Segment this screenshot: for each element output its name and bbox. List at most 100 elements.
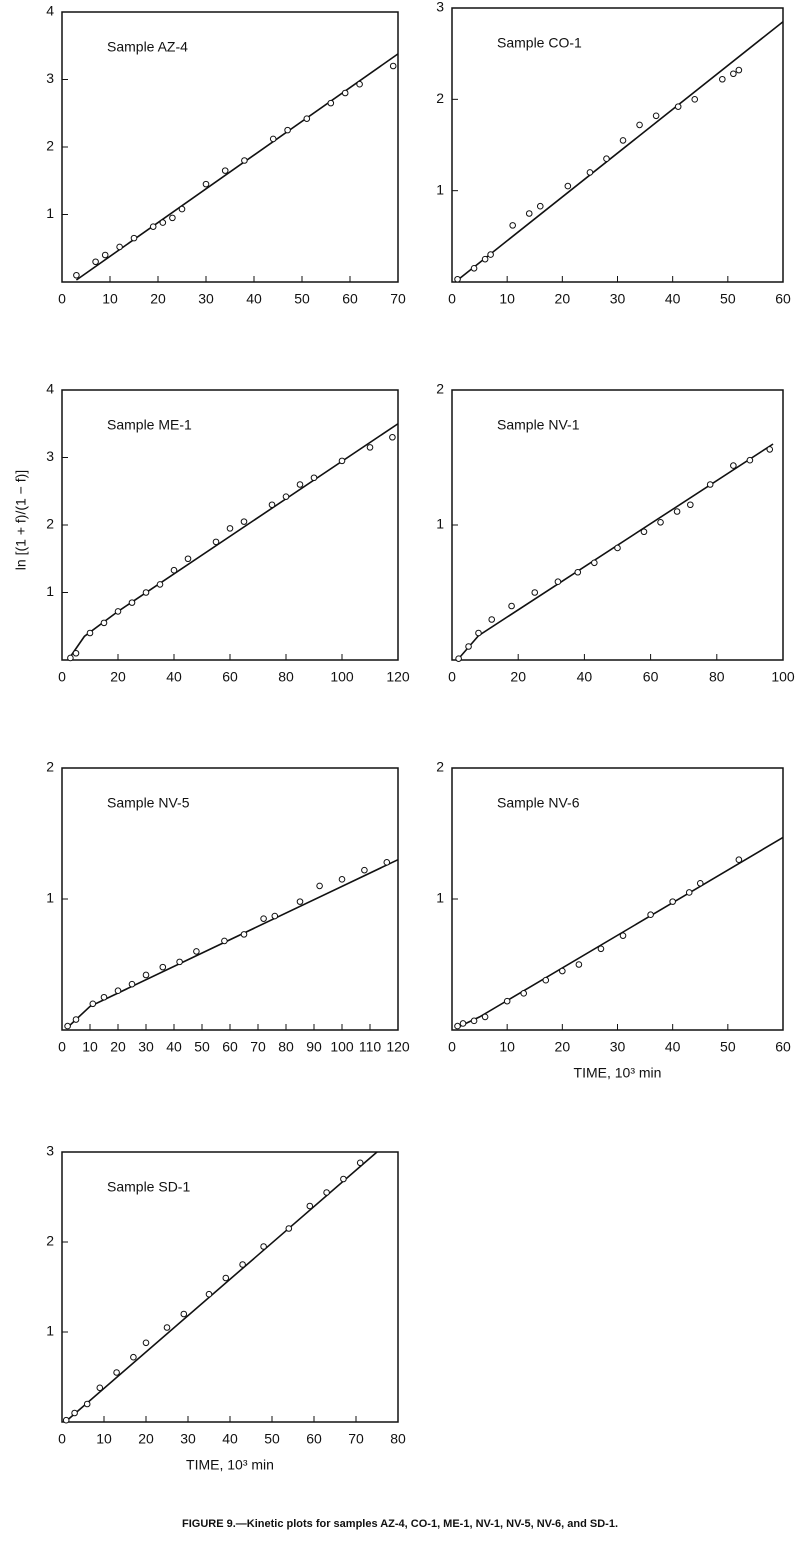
- data-point: [116, 243, 123, 251]
- x-tick-label: 120: [386, 1039, 410, 1055]
- x-tick-label: 60: [775, 1039, 791, 1055]
- fit-line: [69, 423, 399, 658]
- data-point: [614, 544, 621, 552]
- panel-title: Sample SD-1: [107, 1179, 190, 1195]
- y-tick-label: 3: [436, 0, 444, 15]
- fit-line: [65, 1151, 378, 1422]
- data-point: [64, 1022, 71, 1030]
- data-point: [730, 462, 737, 469]
- y-tick-label: 4: [46, 3, 54, 19]
- data-point: [455, 655, 462, 662]
- x-tick-label: 120: [386, 669, 410, 685]
- data-point: [282, 493, 290, 500]
- x-axis-label: TIME, 10³ min: [574, 1065, 662, 1081]
- data-point: [673, 508, 681, 515]
- x-tick-label: 20: [110, 669, 126, 685]
- data-point: [260, 915, 267, 922]
- data-point: [674, 103, 682, 110]
- panel-title: Sample NV-5: [107, 795, 190, 811]
- data-point: [128, 599, 136, 606]
- data-point: [564, 182, 572, 190]
- data-point: [685, 889, 693, 896]
- x-tick-label: 110: [359, 1039, 382, 1055]
- data-point: [202, 180, 210, 188]
- data-point: [180, 1310, 188, 1318]
- data-point: [149, 223, 157, 230]
- data-point: [142, 589, 150, 596]
- data-point: [169, 214, 176, 222]
- data-point: [542, 976, 550, 984]
- y-tick-label: 2: [436, 759, 444, 775]
- data-point: [619, 932, 627, 939]
- data-point: [226, 525, 234, 532]
- x-tick-label: 0: [448, 1039, 456, 1055]
- data-point: [487, 251, 494, 258]
- data-point: [559, 967, 566, 975]
- data-point: [296, 898, 304, 905]
- data-point: [536, 202, 544, 210]
- x-tick-label: 70: [390, 291, 406, 307]
- data-point: [184, 555, 192, 563]
- x-tick-label: 20: [150, 291, 166, 307]
- x-tick-label: 10: [82, 1039, 98, 1055]
- data-point: [306, 1202, 314, 1210]
- x-tick-label: 10: [499, 291, 515, 307]
- fit-line: [457, 21, 784, 281]
- x-tick-label: 60: [342, 291, 358, 307]
- data-point: [221, 937, 228, 945]
- data-point: [114, 608, 122, 615]
- x-tick-label: 20: [555, 291, 571, 307]
- data-point: [481, 1013, 489, 1021]
- x-tick-label: 40: [222, 1431, 238, 1447]
- data-point: [83, 1400, 91, 1408]
- data-point: [356, 80, 363, 88]
- data-point: [241, 157, 248, 164]
- x-tick-label: 20: [510, 669, 526, 685]
- data-point: [193, 948, 200, 955]
- data-point: [719, 75, 726, 83]
- y-tick-label: 4: [46, 381, 54, 397]
- x-tick-label: 30: [610, 291, 626, 307]
- x-tick-label: 40: [166, 1039, 182, 1055]
- data-point: [260, 1243, 267, 1250]
- data-point: [706, 481, 714, 488]
- x-tick-label: 40: [577, 669, 593, 685]
- panel-title: Sample ME-1: [107, 417, 192, 433]
- data-point: [72, 649, 80, 657]
- data-point: [72, 1016, 80, 1023]
- data-point: [176, 958, 183, 966]
- x-tick-label: 10: [499, 1039, 515, 1055]
- x-tick-label: 70: [348, 1431, 364, 1447]
- data-point: [520, 990, 528, 997]
- x-tick-label: 100: [330, 669, 354, 685]
- y-tick-label: 1: [46, 890, 54, 906]
- data-point: [746, 456, 754, 464]
- data-point: [239, 1261, 246, 1268]
- data-point: [159, 963, 167, 971]
- data-point: [205, 1290, 213, 1298]
- x-tick-label: 0: [58, 1431, 66, 1447]
- data-point: [531, 589, 539, 596]
- data-point: [356, 1159, 364, 1167]
- data-point: [647, 911, 654, 919]
- y-tick-label: 2: [46, 516, 54, 532]
- data-point: [163, 1324, 171, 1331]
- data-point: [691, 96, 699, 103]
- y-tick-label: 2: [46, 138, 54, 154]
- data-point: [113, 1369, 120, 1376]
- data-point: [100, 619, 108, 627]
- x-tick-label: 0: [58, 1039, 66, 1055]
- x-tick-label: 10: [102, 291, 118, 307]
- data-point: [310, 474, 318, 482]
- data-point: [669, 898, 676, 905]
- data-point: [465, 643, 472, 650]
- data-point: [730, 70, 737, 78]
- data-point: [89, 1000, 97, 1008]
- data-point: [586, 169, 594, 176]
- data-point: [574, 568, 582, 576]
- data-point: [240, 931, 248, 938]
- data-point: [475, 629, 482, 637]
- y-tick-label: 1: [46, 1323, 54, 1339]
- x-tick-label: 50: [720, 1039, 736, 1055]
- data-point: [316, 882, 323, 890]
